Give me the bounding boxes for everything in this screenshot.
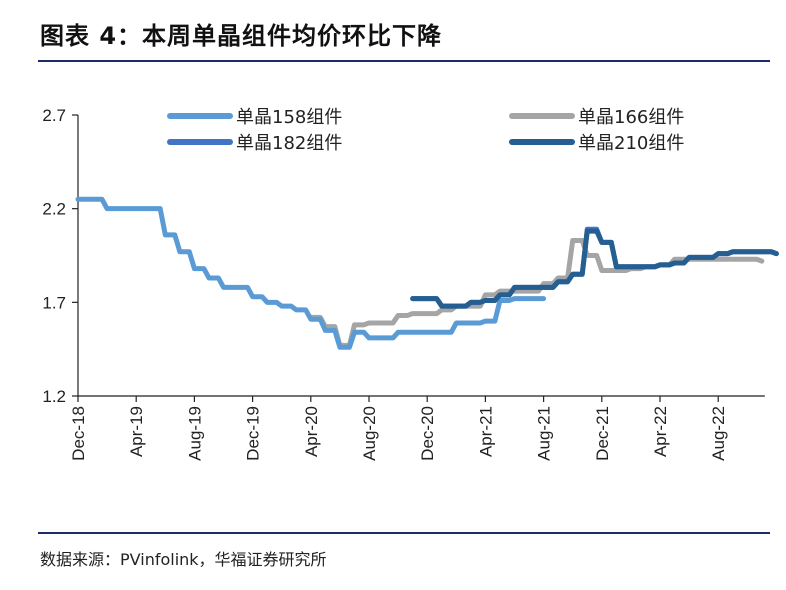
y-tick-label: 2.7 [42, 106, 66, 125]
figure-title: 图表 4：本周单晶组件均价环比下降 [40, 22, 443, 50]
x-tick-label: Dec-19 [244, 406, 263, 461]
x-tick-label: Dec-21 [593, 406, 612, 461]
footer-rule [38, 532, 770, 534]
series-line-3 [410, 226, 779, 309]
legend-label: 单晶158组件 [236, 107, 342, 128]
x-tick-label: Dec-18 [69, 406, 88, 461]
legend-label: 单晶182组件 [236, 133, 342, 154]
y-tick-label: 2.2 [42, 200, 66, 219]
x-tick-label: Dec-20 [418, 406, 437, 461]
legend-label: 单晶166组件 [578, 107, 684, 128]
x-tick-label: Aug-21 [535, 406, 554, 461]
header-rule [38, 60, 770, 62]
x-tick-label: Apr-21 [476, 406, 495, 457]
series-line-4 [410, 228, 779, 309]
x-tick-label: Aug-22 [709, 406, 728, 461]
y-tick-label: 1.7 [42, 293, 66, 312]
legend-label: 单晶210组件 [578, 133, 684, 154]
x-tick-label: Aug-20 [360, 406, 379, 461]
x-tick-label: Apr-22 [651, 406, 670, 457]
x-tick-label: Apr-19 [127, 406, 146, 457]
series-line-1 [75, 196, 547, 350]
y-tick-label: 1.2 [42, 387, 66, 406]
source-note: 数据来源：PVinfolink，华福证券研究所 [40, 550, 327, 569]
x-tick-label: Aug-19 [185, 406, 204, 461]
x-tick-label: Apr-20 [302, 406, 321, 457]
